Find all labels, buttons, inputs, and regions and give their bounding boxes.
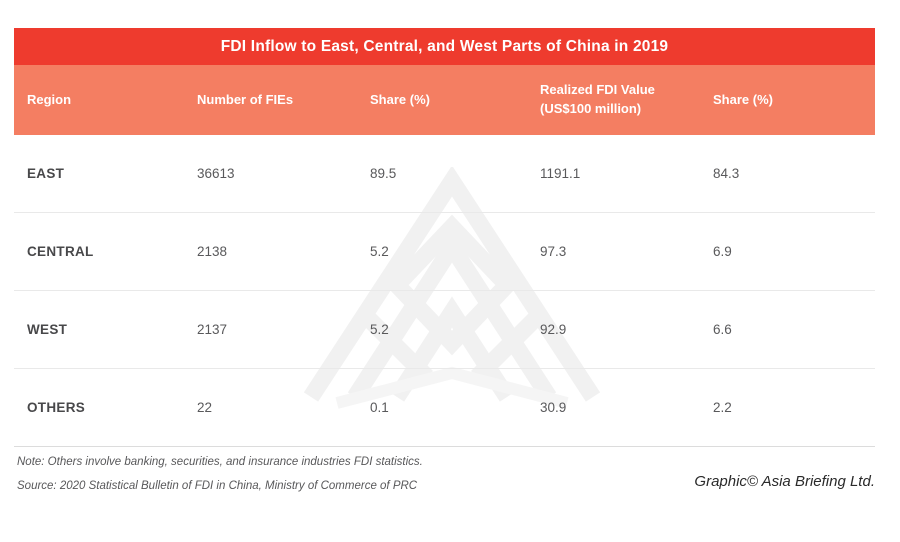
column-header-share-fies: Share (%): [370, 91, 430, 107]
table-row: CENTRAL 2138 5.2 97.3 6.9: [14, 213, 875, 291]
table-title: FDI Inflow to East, Central, and West Pa…: [220, 37, 669, 55]
cell-share-fies: 5.2: [370, 244, 389, 259]
cell-share-fdi: 6.6: [713, 322, 732, 337]
footnote-note: Note: Others involve banking, securities…: [17, 456, 423, 468]
cell-number-of-fies: 2138: [197, 244, 228, 259]
cell-share-fies: 0.1: [370, 400, 389, 415]
region-label: WEST: [27, 322, 68, 337]
table-body: EAST 36613 89.5 1191.1 84.3 CENTRAL 2138…: [14, 135, 875, 447]
column-header-region: Region: [27, 91, 72, 107]
cell-realized-fdi: 97.3: [540, 244, 567, 259]
cell-share-fdi: 84.3: [713, 166, 740, 181]
region-label: OTHERS: [27, 400, 86, 415]
cell-share-fies: 5.2: [370, 322, 389, 337]
table-row: OTHERS 22 0.1 30.9 2.2: [14, 369, 875, 447]
column-header-realized-fdi-line2: (US$100 million): [540, 101, 642, 116]
table-footer: Note: Others involve banking, securities…: [14, 447, 875, 492]
cell-share-fdi: 6.9: [713, 244, 732, 259]
table-title-bar: FDI Inflow to East, Central, and West Pa…: [14, 28, 875, 65]
table-row: WEST 2137 5.2 92.9 6.6: [14, 291, 875, 369]
cell-realized-fdi: 1191.1: [540, 166, 581, 181]
table-row: EAST 36613 89.5 1191.1 84.3: [14, 135, 875, 213]
cell-number-of-fies: 36613: [197, 166, 235, 181]
graphic-credit: Graphic© Asia Briefing Ltd.: [694, 473, 875, 490]
cell-share-fdi: 2.2: [713, 400, 732, 415]
footnote-source: Source: 2020 Statistical Bulletin of FDI…: [17, 479, 418, 492]
cell-number-of-fies: 2137: [197, 322, 228, 337]
table-header-row: Region Number of FIEs Share (%) Realized…: [14, 65, 875, 135]
fdi-table-card: FDI Inflow to East, Central, and West Pa…: [14, 28, 875, 504]
region-label: CENTRAL: [27, 244, 94, 259]
column-header-number-of-fies: Number of FIEs: [197, 91, 294, 107]
cell-share-fies: 89.5: [370, 166, 397, 181]
cell-realized-fdi: 92.9: [540, 322, 567, 337]
column-header-realized-fdi-line1: Realized FDI Value: [540, 82, 655, 98]
cell-number-of-fies: 22: [197, 400, 213, 415]
column-header-share-fdi: Share (%): [713, 91, 773, 107]
region-label: EAST: [27, 166, 65, 181]
column-header-realized-fdi-value: Realized FDI Value (US$100 million): [540, 81, 713, 119]
cell-realized-fdi: 30.9: [540, 400, 567, 415]
